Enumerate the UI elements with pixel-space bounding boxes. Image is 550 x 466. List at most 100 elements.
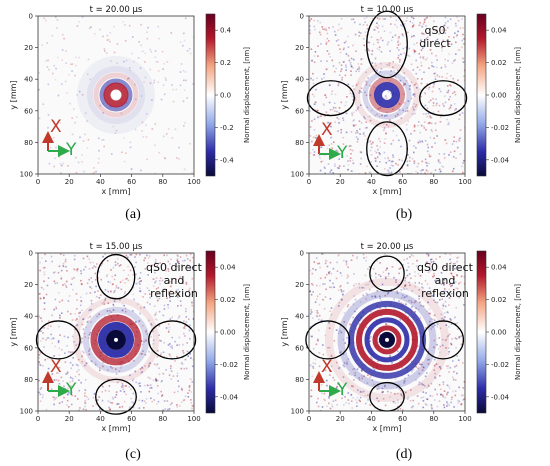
y-tick-label: 60 [24, 107, 33, 115]
x-tick-label: 60 [398, 415, 407, 423]
colorbar-tick-label: -0.4 [220, 156, 234, 164]
x-direction-label: X [321, 120, 333, 140]
panel-caption: (c) [125, 447, 141, 462]
highlight-ellipse [305, 320, 351, 360]
wave-annotation: qS0 direct [417, 261, 474, 274]
highlight-ellipse [419, 80, 468, 117]
x-tick-label: 0 [307, 415, 311, 423]
y-tick-label: 0 [29, 250, 33, 258]
y-tick-label: 0 [29, 13, 33, 21]
y-tick-label: 40 [24, 313, 33, 321]
y-direction-label: Y [65, 380, 77, 400]
x-tick-label: 40 [96, 178, 105, 186]
axes-frame [37, 252, 195, 412]
highlight-ellipse [306, 80, 355, 117]
y-tick-label: 60 [295, 344, 304, 352]
y-tick-label: 80 [24, 376, 33, 384]
colorbar [476, 250, 487, 414]
y-tick-label: 0 [300, 250, 304, 258]
colorbar-tick-label: 0.02 [220, 296, 236, 304]
highlight-ellipse [96, 253, 136, 300]
colorbar-label: Normal displacement, [nm] [243, 47, 251, 143]
colorbar-tick-label: 0.2 [220, 59, 231, 67]
x-tick-label: 80 [158, 178, 167, 186]
x-tick-label: 100 [187, 415, 200, 423]
x-tick-label: 0 [36, 178, 40, 186]
x-tick-label: 100 [458, 178, 471, 186]
colorbar-label: Normal displacement, [nm] [514, 47, 522, 143]
y-tick-label: 40 [24, 76, 33, 84]
x-tick-label: 80 [429, 415, 438, 423]
y-tick-label: 40 [295, 76, 304, 84]
x-tick-label: 20 [336, 415, 345, 423]
x-tick-label: 20 [65, 178, 74, 186]
x-tick-label: 100 [187, 178, 200, 186]
colorbar-label: Normal displacement, [nm] [514, 284, 522, 380]
y-direction-label: Y [336, 380, 348, 400]
axes-frame [308, 15, 466, 175]
colorbar [205, 250, 216, 414]
x-axis-label: x [mm] [101, 424, 130, 433]
y-tick-label: 80 [295, 139, 304, 147]
x-axis-label: x [mm] [372, 424, 401, 433]
y-tick-label: 100 [291, 408, 304, 416]
colorbar-tick-label: -0.04 [491, 393, 510, 401]
colorbar-tick-label: 0.04 [491, 264, 507, 272]
wave-annotation: qS0 [425, 24, 446, 37]
x-tick-label: 40 [367, 178, 376, 186]
panel-title: t = 15.00 µs [90, 242, 143, 252]
colorbar-tick-label: 0.00 [491, 92, 507, 100]
displacement-field [309, 16, 465, 174]
x-tick-label: 40 [96, 415, 105, 423]
axes-frame [308, 252, 466, 412]
x-tick-label: 60 [127, 178, 136, 186]
x-tick-label: 80 [429, 178, 438, 186]
colorbar-tick-label: 0.00 [491, 329, 507, 337]
wave-annotation: and [435, 274, 456, 287]
y-tick-label: 20 [295, 44, 304, 52]
x-direction-label: X [321, 357, 333, 377]
highlight-ellipse [366, 10, 408, 79]
y-tick-label: 100 [291, 171, 304, 179]
x-axis-label: x [mm] [372, 187, 401, 196]
x-tick-label: 0 [36, 415, 40, 423]
highlight-ellipse [369, 255, 405, 292]
y-tick-label: 80 [295, 376, 304, 384]
x-tick-label: 20 [65, 415, 74, 423]
colorbar-tick-label: 0.02 [491, 59, 507, 67]
colorbar [205, 13, 216, 177]
panel-title: t = 10.00 µs [361, 5, 414, 15]
colorbar-tick-label: 0.4 [220, 27, 232, 35]
x-tick-label: 60 [398, 178, 407, 186]
colorbar-tick-label: -0.02 [491, 361, 509, 369]
colorbar-label: Normal displacement, [nm] [243, 284, 251, 380]
colorbar-tick-label: -0.02 [220, 361, 238, 369]
colorbar-tick-label: -0.02 [491, 124, 509, 132]
colorbar-tick-label: -0.04 [220, 393, 239, 401]
panel-caption: (b) [396, 207, 413, 222]
y-direction-label: Y [336, 143, 348, 163]
y-tick-label: 0 [300, 13, 304, 21]
y-tick-label: 60 [24, 344, 33, 352]
highlight-ellipse [35, 320, 81, 360]
y-axis-label: y [mm] [280, 317, 289, 346]
plot-background [309, 16, 465, 174]
x-tick-label: 100 [458, 415, 471, 423]
displacement-field [38, 253, 194, 411]
wave-annotation: qS0 direct [146, 261, 203, 274]
x-direction-label: X [50, 357, 62, 377]
x-tick-label: 20 [336, 178, 345, 186]
colorbar-tick-label: 0.0 [220, 92, 231, 100]
colorbar-tick-label: 0.04 [491, 27, 507, 35]
y-tick-label: 100 [20, 408, 33, 416]
y-axis-label: y [mm] [9, 80, 18, 109]
axes-frame [37, 15, 195, 175]
y-tick-label: 40 [295, 313, 304, 321]
panel-caption: (d) [396, 447, 413, 462]
x-tick-label: 60 [127, 415, 136, 423]
wave-annotation: direct [419, 37, 451, 50]
